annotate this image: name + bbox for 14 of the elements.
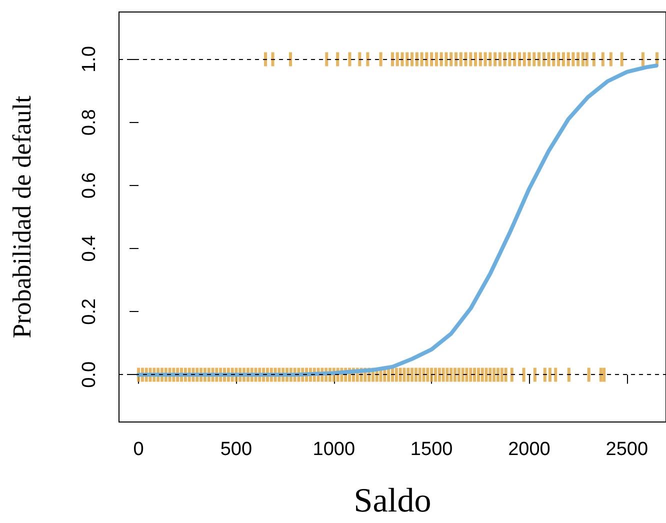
- x-tick-label: 2500: [606, 439, 648, 460]
- x-tick-label: 1000: [312, 439, 356, 460]
- y-tick-label: 1.0: [79, 46, 100, 73]
- y-axis-title: Probabilidad de default: [8, 94, 36, 338]
- y-tick-label: 0.8: [79, 109, 100, 136]
- y-tick-label: 0.6: [79, 172, 100, 199]
- x-axis-title: Saldo: [354, 482, 432, 520]
- x-tick-label: 1500: [410, 439, 453, 460]
- x-tick-label: 500: [220, 439, 252, 460]
- y-tick-label: 0.0: [79, 361, 100, 388]
- x-tick-label: 0: [133, 439, 144, 460]
- y-tick-label: 0.4: [79, 234, 100, 262]
- y-tick-label: 0.2: [79, 298, 100, 325]
- x-tick-label: 2000: [508, 439, 550, 460]
